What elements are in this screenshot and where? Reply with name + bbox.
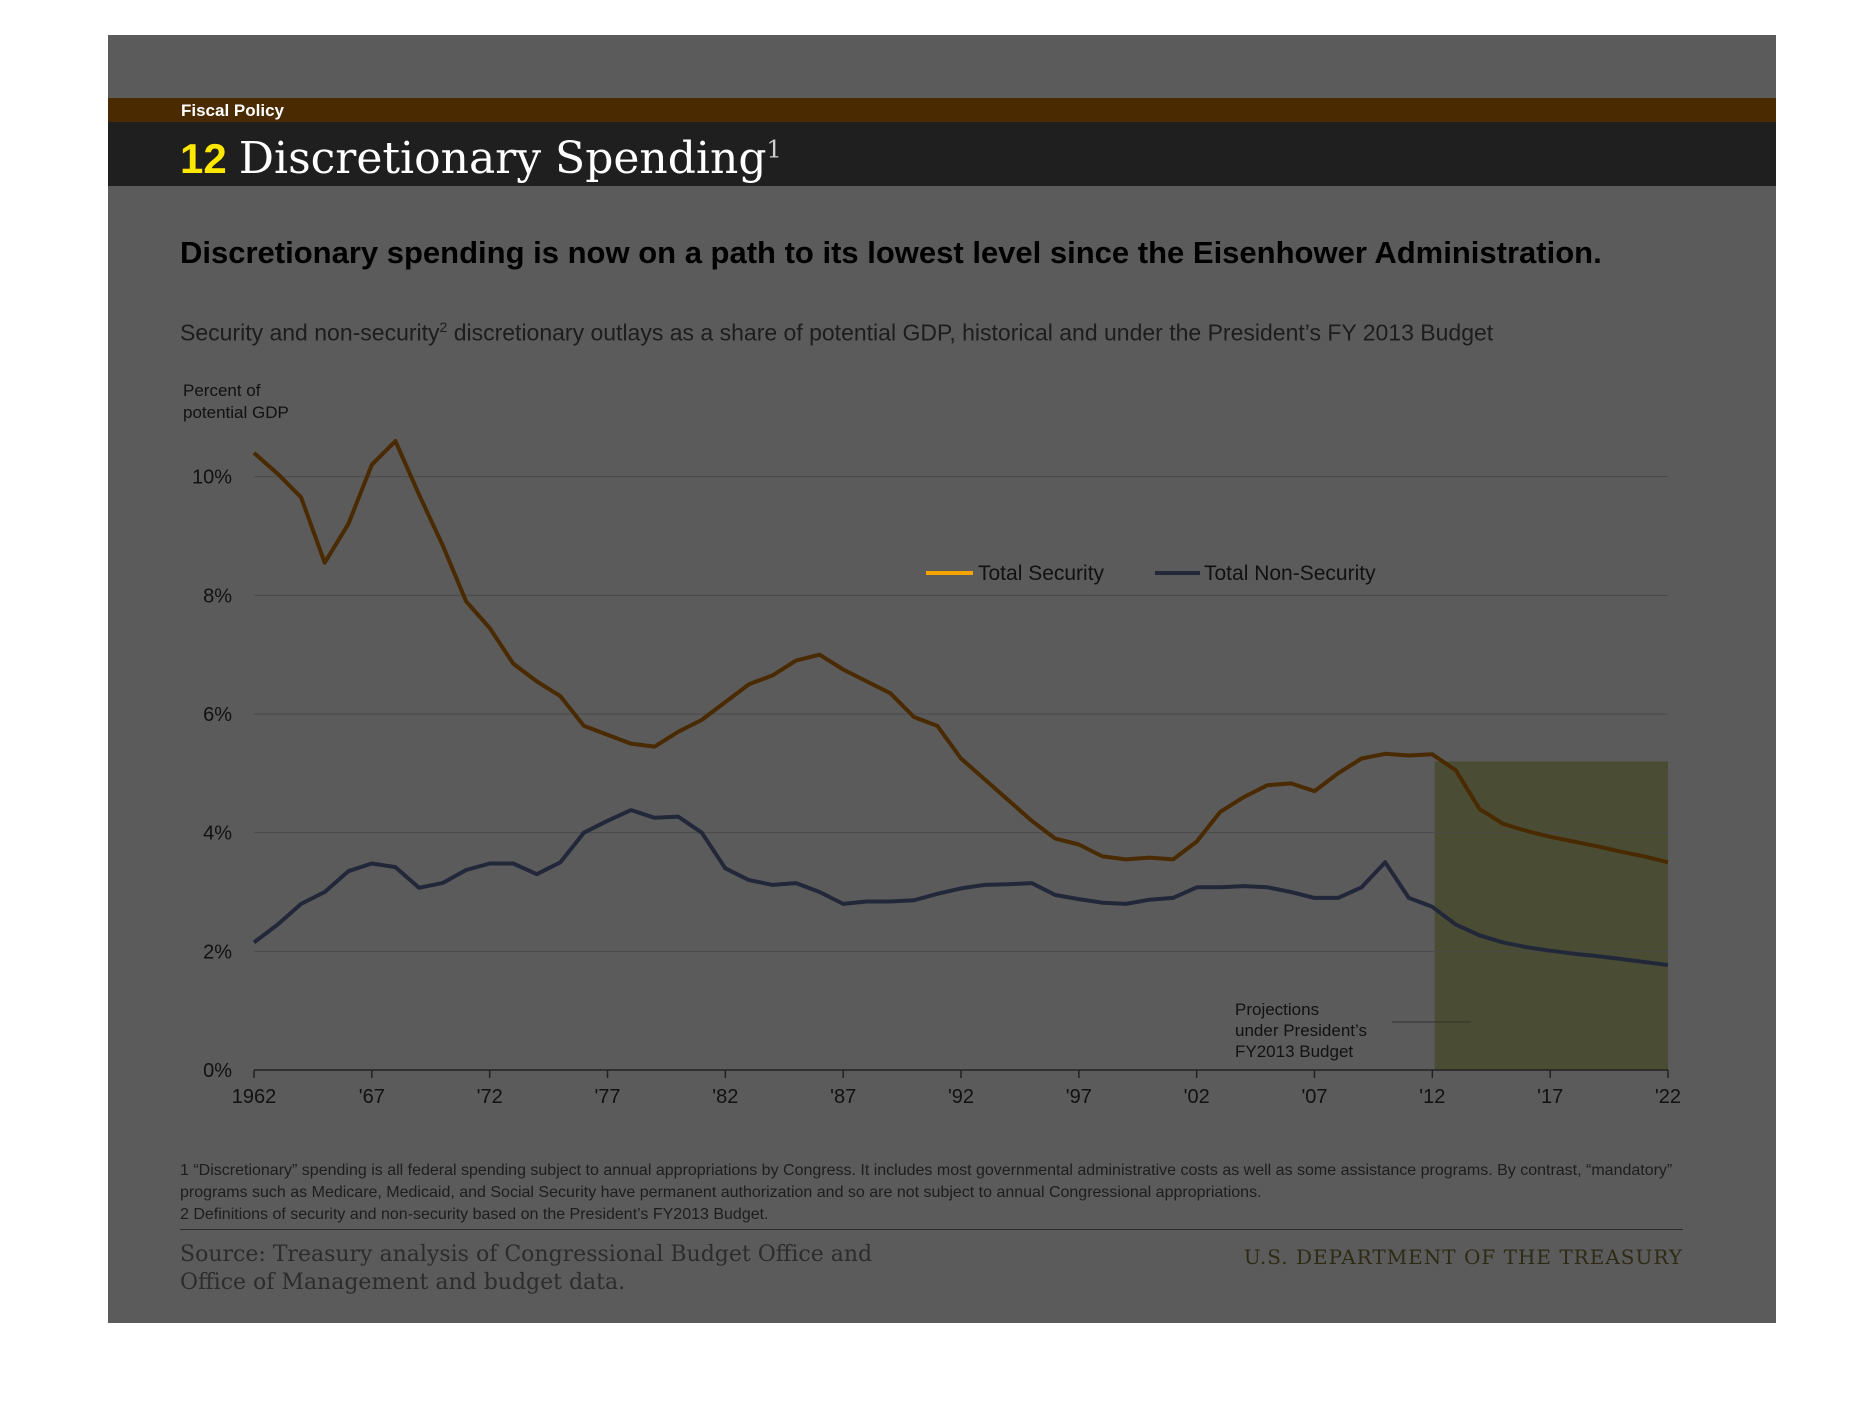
annotation-line-1: Projections xyxy=(1235,1000,1319,1019)
subheadline-part-1: Security and non-security xyxy=(180,319,440,346)
x-tick-label: '92 xyxy=(948,1086,974,1108)
legend-label-total-security: Total Security xyxy=(978,562,1105,585)
headline: Discretionary spending is now on a path … xyxy=(180,235,1602,270)
x-tick-label: '67 xyxy=(359,1086,385,1108)
x-tick-labels: 1962 '67 '72 '77 '82 '87 '92 '97 '02 '07 '12 '17 '22 xyxy=(232,1086,1681,1108)
projection-annotation: Projections under President’s FY2013 Bud… xyxy=(1235,1000,1471,1061)
legend-label-total-non-security: Total Non-Security xyxy=(1204,562,1376,585)
subheadline-footnote-marker: 2 xyxy=(439,319,448,335)
x-tick-label: '17 xyxy=(1537,1086,1563,1108)
y-tick-labels: 0% 2% 4% 6% 8% 10% xyxy=(192,467,232,1082)
x-tick-label: '77 xyxy=(594,1086,620,1108)
x-tick-label: '72 xyxy=(477,1086,503,1108)
y-tick-label: 10% xyxy=(192,467,232,489)
slide: Fiscal Policy 12 Discretionary Spending1 … xyxy=(108,35,1776,1323)
x-axis xyxy=(253,1069,1669,1078)
x-tick-label: '02 xyxy=(1184,1086,1210,1108)
x-tick-label: '97 xyxy=(1066,1086,1092,1108)
y-axis-label-line-2: potential GDP xyxy=(183,403,289,422)
line-chart: 0% 2% 4% 6% 8% 10% 1962 '67 '72 '77 '82 '87 '92 '97 '… xyxy=(183,381,1681,1108)
x-tick-label: '82 xyxy=(712,1086,738,1108)
source-note: Source: Treasury analysis of Congression… xyxy=(180,1242,873,1295)
x-tick-label: '22 xyxy=(1655,1086,1681,1108)
section-label: Fiscal Policy xyxy=(181,101,284,120)
y-tick-label: 0% xyxy=(203,1060,232,1082)
y-tick-label: 4% xyxy=(203,823,232,845)
gridlines xyxy=(254,476,1668,952)
footnote-1: 1 “Discretionary” spending is all federa… xyxy=(180,1162,1673,1201)
chart-number: 12 xyxy=(180,135,227,182)
department-name: U.S. DEPARTMENT OF THE TREASURY xyxy=(1243,1245,1683,1269)
annotation-line-3: FY2013 Budget xyxy=(1235,1042,1353,1061)
series-line-total-non-security xyxy=(252,808,1669,967)
x-tick-label: '87 xyxy=(830,1086,856,1108)
header-title-band xyxy=(108,122,1776,186)
legend: Total Security Total Non-Security xyxy=(926,562,1376,585)
subheadline-part-2: discretionary outlays as a share of pote… xyxy=(447,319,1494,346)
footnotes: 1 “Discretionary” spending is all federa… xyxy=(180,1160,1700,1226)
footnote-2: 2 Definitions of security and non-securi… xyxy=(180,1206,769,1223)
x-tick-label: '07 xyxy=(1301,1086,1327,1108)
y-tick-label: 6% xyxy=(203,704,232,726)
annotation-line-2: under President’s xyxy=(1235,1021,1367,1040)
projection-region xyxy=(1434,761,1668,1070)
subheadline: Security and non-security2 discretionary… xyxy=(180,319,1493,347)
y-tick-label: 8% xyxy=(203,585,232,607)
header-orange-band xyxy=(108,98,1776,122)
title-footnote-marker: 1 xyxy=(766,135,782,164)
x-tick-label: 1962 xyxy=(232,1086,277,1108)
x-tick-label: '12 xyxy=(1419,1086,1445,1108)
y-axis-label-line-1: Percent of xyxy=(183,381,261,400)
series-line-total-security xyxy=(252,439,1669,865)
y-tick-label: 2% xyxy=(203,941,232,963)
slide-title: 12 Discretionary Spending1 xyxy=(180,133,782,184)
slide-title-text: Discretionary Spending xyxy=(238,133,767,184)
footer-divider xyxy=(180,1229,1683,1230)
